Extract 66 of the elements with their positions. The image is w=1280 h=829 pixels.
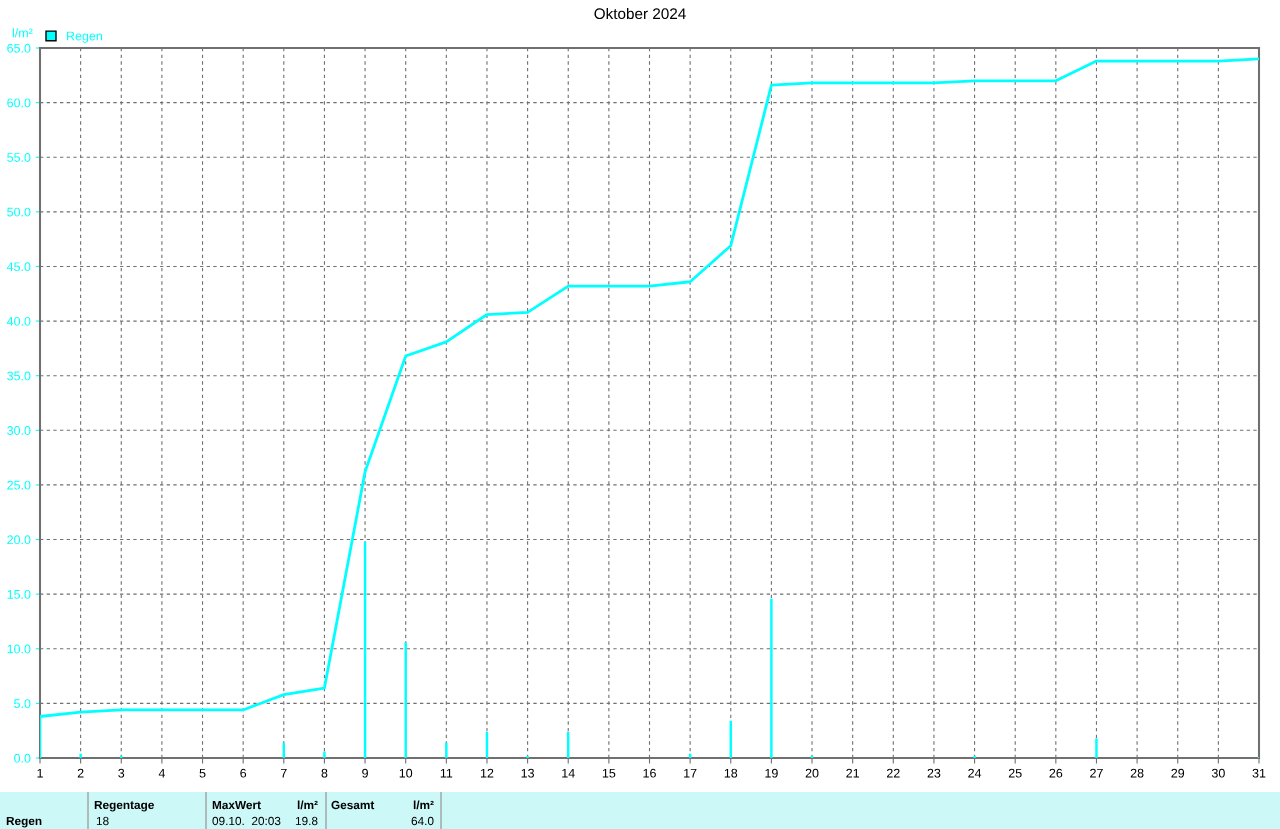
y-tick-label: 20.0 <box>7 535 31 545</box>
x-tick-label: 31 <box>1252 768 1266 778</box>
x-tick-label: 14 <box>562 768 575 778</box>
x-tick-label: 27 <box>1090 768 1103 778</box>
bar <box>445 742 448 758</box>
text: Gesamt <box>331 800 375 810</box>
x-tick-label: 10 <box>399 768 413 778</box>
x-tick-label: 12 <box>480 768 494 778</box>
x-tick-label: 9 <box>362 768 368 778</box>
x-tick-label: 16 <box>643 768 656 778</box>
x-tick-label: 17 <box>684 768 697 778</box>
text: 18 <box>96 816 109 826</box>
text: MaxWert <box>212 800 261 810</box>
y-tick-label: 65.0 <box>7 43 31 53</box>
x-tick-label: 26 <box>1049 768 1063 778</box>
x-tick-label: 11 <box>440 768 453 778</box>
x-tick-label: 29 <box>1171 768 1185 778</box>
y-tick-label: 45.0 <box>6 262 31 272</box>
y-tick-label: 50.0 <box>7 207 31 217</box>
x-tick-label: 4 <box>158 768 166 778</box>
text: 19.8 <box>295 816 318 826</box>
legend-label: Regen <box>67 31 103 43</box>
x-tick-label: 6 <box>240 768 247 778</box>
x-tick-label: 24 <box>968 768 982 778</box>
text: Regentage <box>94 800 154 812</box>
y-tick-label: 10.0 <box>7 644 31 654</box>
bar <box>323 751 326 758</box>
y-tick-label: 40.0 <box>6 316 31 326</box>
bar <box>79 753 82 758</box>
y-tick-label: 15.0 <box>7 589 31 599</box>
y-tick-label: 25.0 <box>7 480 31 490</box>
y-tick-label: 5.0 <box>14 699 31 709</box>
bar <box>1095 738 1098 758</box>
x-tick-label: 30 <box>1211 768 1225 778</box>
x-tick-label: 7 <box>280 768 287 778</box>
text: 64.0 <box>411 816 434 826</box>
text: Regen <box>6 816 42 828</box>
y-tick-label: 0.0 <box>14 753 31 763</box>
x-tick-label: 15 <box>602 768 616 778</box>
bar <box>770 598 773 758</box>
y-axis-title: l/m² <box>12 28 33 38</box>
x-tick-label: 1 <box>37 768 43 778</box>
bar <box>526 755 529 758</box>
text: l/m² <box>297 800 318 810</box>
bar <box>973 755 976 758</box>
y-tick-label: 60.0 <box>7 98 31 108</box>
x-tick-label: 3 <box>118 768 125 778</box>
x-tick-label: 5 <box>199 768 206 778</box>
x-tick-label: 13 <box>521 768 534 778</box>
x-tick-label: 8 <box>321 768 328 778</box>
x-tick-label: 21 <box>846 768 860 778</box>
x-tick-label: 19 <box>765 768 778 778</box>
bar <box>404 642 407 758</box>
x-tick-label: 25 <box>1008 768 1022 778</box>
text: l/m² <box>413 800 434 810</box>
x-tick-label: 22 <box>886 768 900 778</box>
y-tick-label: 30.0 <box>7 426 31 435</box>
y-tick-label: 55.0 <box>7 153 31 162</box>
y-tick-label: 35.0 <box>7 371 31 381</box>
text: 09.10. 20:03 <box>212 816 281 826</box>
x-tick-label: 2 <box>77 768 84 778</box>
x-tick-label: 20 <box>805 768 819 778</box>
x-tick-label: 28 <box>1130 768 1144 778</box>
x-tick-label: 23 <box>927 768 941 778</box>
x-tick-label: 18 <box>724 768 738 778</box>
chart-title: Oktober 2024 <box>594 7 686 20</box>
